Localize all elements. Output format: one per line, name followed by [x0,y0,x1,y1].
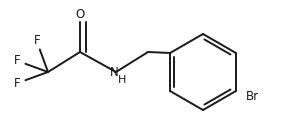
Text: F: F [33,35,40,48]
Text: Br: Br [246,89,259,102]
Text: N: N [110,65,118,79]
Text: F: F [14,77,20,90]
Text: H: H [118,75,126,85]
Text: O: O [75,8,85,21]
Text: F: F [14,54,20,67]
